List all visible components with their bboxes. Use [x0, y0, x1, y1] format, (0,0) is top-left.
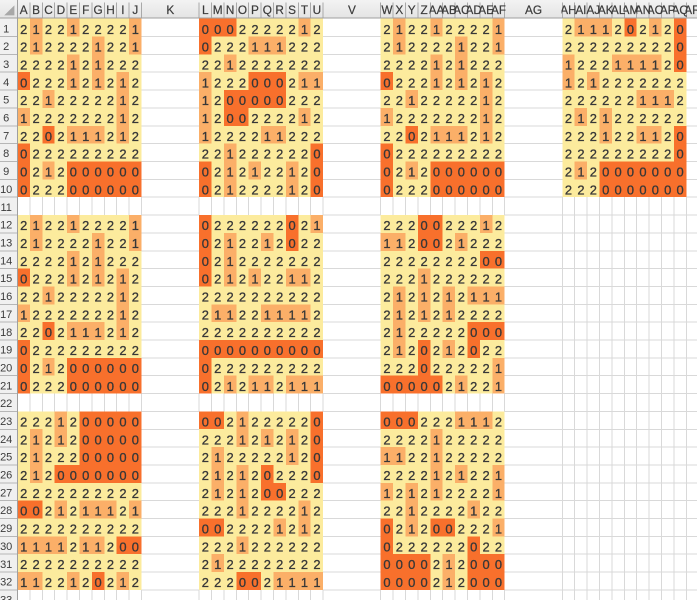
svg-text:H: H — [106, 3, 115, 17]
svg-text:B: B — [32, 3, 40, 17]
svg-text:AE: AE — [478, 3, 494, 17]
svg-text:19: 19 — [0, 345, 12, 357]
svg-text:V: V — [348, 3, 356, 17]
svg-text:8: 8 — [3, 148, 9, 160]
svg-text:30: 30 — [0, 541, 12, 553]
svg-text:2: 2 — [3, 41, 9, 53]
svg-text:K: K — [166, 3, 174, 17]
svg-text:P: P — [251, 3, 259, 17]
svg-text:25: 25 — [0, 452, 12, 464]
svg-text:1: 1 — [3, 23, 9, 35]
svg-text:27: 27 — [0, 487, 12, 499]
svg-text:A: A — [20, 3, 28, 17]
svg-text:14: 14 — [0, 255, 12, 267]
svg-text:18: 18 — [0, 327, 12, 339]
svg-text:T: T — [301, 3, 308, 17]
svg-text:L: L — [202, 3, 209, 17]
svg-text:4: 4 — [3, 77, 9, 89]
svg-text:28: 28 — [0, 505, 12, 517]
svg-text:G: G — [94, 3, 103, 17]
svg-text:AP: AP — [660, 3, 676, 17]
svg-text:11: 11 — [0, 202, 11, 214]
svg-text:9: 9 — [3, 166, 9, 178]
svg-text:AR: AR — [684, 3, 697, 17]
svg-text:AJ: AJ — [586, 3, 600, 17]
svg-text:AN: AN — [635, 3, 651, 17]
svg-text:AH: AH — [560, 3, 576, 17]
svg-text:AI: AI — [575, 3, 586, 17]
svg-text:Y: Y — [408, 3, 416, 17]
svg-text:31: 31 — [0, 559, 12, 571]
svg-text:S: S — [288, 3, 296, 17]
svg-text:AB: AB — [441, 3, 457, 17]
svg-text:AA: AA — [429, 3, 445, 17]
svg-text:AD: AD — [466, 3, 482, 17]
svg-text:R: R — [275, 3, 284, 17]
svg-text:33: 33 — [0, 595, 12, 601]
svg-text:15: 15 — [0, 273, 12, 285]
svg-text:AG: AG — [525, 3, 542, 17]
svg-text:6: 6 — [3, 113, 9, 125]
svg-text:26: 26 — [0, 470, 12, 482]
svg-text:D: D — [57, 3, 66, 17]
svg-text:J: J — [132, 3, 138, 17]
svg-text:32: 32 — [0, 577, 12, 589]
svg-text:13: 13 — [0, 238, 12, 250]
svg-text:10: 10 — [0, 184, 12, 196]
svg-text:Z: Z — [420, 3, 427, 17]
svg-text:5: 5 — [3, 95, 9, 107]
svg-text:I: I — [121, 3, 124, 17]
svg-text:F: F — [82, 3, 89, 17]
svg-text:O: O — [238, 3, 247, 17]
svg-text:16: 16 — [0, 291, 12, 303]
svg-text:21: 21 — [0, 380, 12, 392]
svg-text:17: 17 — [0, 309, 12, 321]
svg-text:AQ: AQ — [672, 3, 689, 17]
svg-text:C: C — [44, 3, 53, 17]
svg-text:E: E — [69, 3, 77, 17]
svg-text:X: X — [395, 3, 403, 17]
svg-text:AO: AO — [647, 3, 664, 17]
svg-text:20: 20 — [0, 363, 12, 375]
svg-text:AK: AK — [598, 3, 614, 17]
svg-text:W: W — [381, 3, 393, 17]
svg-text:24: 24 — [0, 434, 12, 446]
svg-text:Q: Q — [263, 3, 272, 17]
svg-text:U: U — [313, 3, 322, 17]
svg-text:AF: AF — [491, 3, 506, 17]
svg-text:7: 7 — [3, 130, 9, 142]
svg-text:3: 3 — [3, 59, 9, 71]
svg-text:29: 29 — [0, 523, 12, 535]
svg-text:N: N — [226, 3, 235, 17]
svg-text:AM: AM — [622, 3, 640, 17]
svg-text:22: 22 — [0, 398, 12, 410]
svg-text:12: 12 — [0, 220, 12, 232]
svg-text:AC: AC — [453, 3, 470, 17]
svg-text:M: M — [213, 3, 223, 17]
svg-text:AL: AL — [611, 3, 626, 17]
svg-text:23: 23 — [0, 416, 12, 428]
